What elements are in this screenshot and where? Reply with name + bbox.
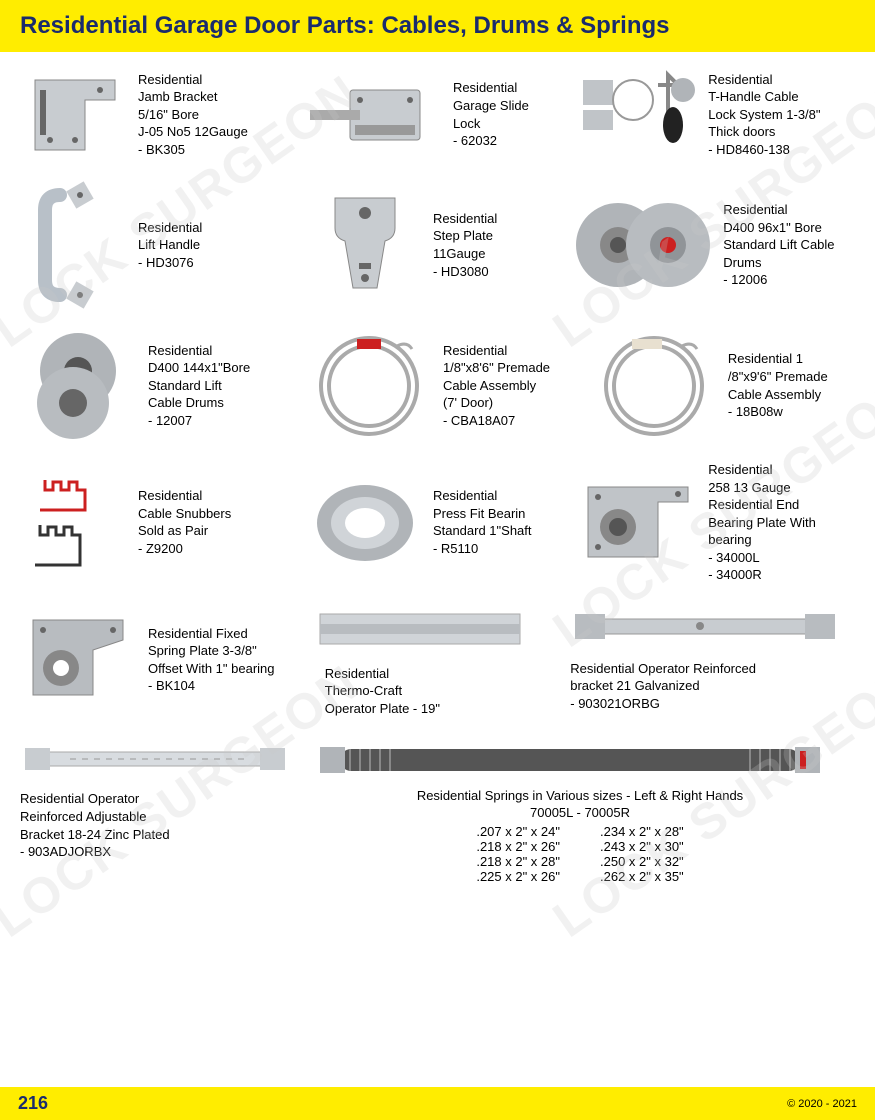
product-item: Residential Press Fit Bearin Standard 1"… [305, 461, 560, 584]
t-handle-icon [570, 67, 700, 162]
product-item: Residential Lift Handle - HD3076 [20, 180, 295, 310]
cable-assembly-9-icon [590, 328, 720, 443]
product-label: Residential D400 96x1" Bore Standard Lif… [723, 201, 834, 289]
product-row: Residential D400 144x1"Bore Standard Lif… [20, 328, 855, 443]
product-row: Residential Operator Reinforced Adjustab… [20, 737, 855, 884]
springs-col-1: .207 x 2" x 24" .218 x 2" x 26" .218 x 2… [476, 824, 560, 884]
product-label: Residential Step Plate 11Gauge - HD3080 [433, 210, 497, 280]
product-label: Residential Garage Slide Lock - 62032 [453, 79, 529, 149]
product-row: Residential Jamb Bracket 5/16" Bore J-05… [20, 67, 855, 162]
product-item: Residential D400 96x1" Bore Standard Lif… [570, 180, 855, 310]
product-item: Residential T-Handle Cable Lock System 1… [570, 67, 855, 162]
slide-lock-icon [305, 70, 445, 160]
springs-col-2: .234 x 2" x 28" .243 x 2" x 30" .250 x 2… [600, 824, 684, 884]
product-label: Residential Cable Snubbers Sold as Pair … [138, 487, 231, 557]
operator-bracket-21-icon [570, 602, 840, 652]
product-item: Residential Garage Slide Lock - 62032 [305, 67, 560, 162]
product-label: Residential Lift Handle - HD3076 [138, 219, 202, 272]
product-item: Residential D400 144x1"Bore Standard Lif… [20, 328, 295, 443]
product-label: Residential 1 /8"x9'6" Premade Cable Ass… [728, 350, 828, 420]
product-item: Residential Fixed Spring Plate 3-3/8" Of… [20, 602, 305, 718]
spring-icon [310, 737, 830, 782]
product-label: Residential Press Fit Bearin Standard 1"… [433, 487, 532, 557]
lift-handle-icon [20, 180, 130, 310]
product-row: Residential Lift Handle - HD3076 Residen… [20, 180, 855, 310]
product-item: Residential 258 13 Gauge Residential End… [570, 461, 855, 584]
step-plate-icon [305, 190, 425, 300]
product-label: Residential Fixed Spring Plate 3-3/8" Of… [148, 625, 275, 695]
product-item: Residential 1 /8"x9'6" Premade Cable Ass… [590, 328, 855, 443]
product-item: Residential Operator Reinforced Adjustab… [20, 737, 300, 884]
springs-sizes: .207 x 2" x 24" .218 x 2" x 26" .218 x 2… [310, 824, 850, 884]
page-number: 216 [18, 1093, 48, 1114]
operator-bracket-adj-icon [20, 737, 290, 782]
product-label: Residential Jamb Bracket 5/16" Bore J-05… [138, 71, 248, 159]
product-item: Residential Thermo-Craft Operator Plate … [315, 602, 560, 718]
footer-bar: 216 © 2020 - 2021 [0, 1087, 875, 1120]
product-label: Residential D400 144x1"Bore Standard Lif… [148, 342, 250, 430]
springs-section: Residential Springs in Various sizes - L… [310, 737, 850, 884]
spring-plate-icon [20, 607, 140, 712]
jamb-bracket-icon [20, 67, 130, 162]
content-area: LOCK SURGEON LOCK SURGEON LOCK SURGEON L… [0, 52, 875, 912]
product-label: Residential Operator Reinforced Adjustab… [20, 790, 170, 860]
springs-codes: 70005L - 70005R [310, 805, 850, 820]
copyright: © 2020 - 2021 [787, 1098, 857, 1110]
product-item: Residential Cable Snubbers Sold as Pair … [20, 461, 295, 584]
product-row: Residential Cable Snubbers Sold as Pair … [20, 461, 855, 584]
page-title: Residential Garage Door Parts: Cables, D… [20, 12, 855, 40]
product-label: Residential 1/8"x8'6" Premade Cable Asse… [443, 342, 550, 430]
springs-title: Residential Springs in Various sizes - L… [310, 788, 850, 803]
end-bearing-plate-icon [570, 467, 700, 577]
product-item: Residential Operator Reinforced bracket … [570, 602, 855, 718]
thermo-plate-icon [315, 602, 525, 657]
cable-assembly-icon [305, 328, 435, 443]
product-label: Residential 258 13 Gauge Residential End… [708, 461, 816, 584]
product-item: Residential Jamb Bracket 5/16" Bore J-05… [20, 67, 295, 162]
cable-drums-icon [570, 190, 715, 300]
product-label: Residential T-Handle Cable Lock System 1… [708, 71, 820, 159]
product-row: Residential Fixed Spring Plate 3-3/8" Of… [20, 602, 855, 718]
snubbers-icon [20, 467, 130, 577]
product-label: Residential Thermo-Craft Operator Plate … [325, 665, 440, 718]
cable-drums-144-icon [20, 328, 140, 443]
header-bar: Residential Garage Door Parts: Cables, D… [0, 0, 875, 52]
product-label: Residential Operator Reinforced bracket … [570, 660, 756, 713]
product-item: Residential 1/8"x8'6" Premade Cable Asse… [305, 328, 580, 443]
bearing-icon [305, 472, 425, 572]
product-item: Residential Step Plate 11Gauge - HD3080 [305, 180, 560, 310]
